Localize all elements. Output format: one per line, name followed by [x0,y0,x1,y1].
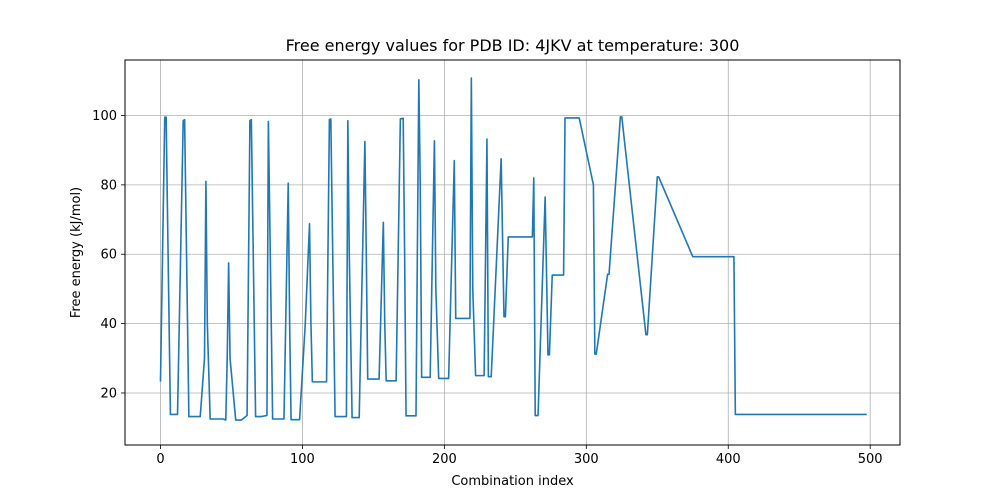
plot-frame [124,59,901,446]
chart-title: Free energy values for PDB ID: 4JKV at t… [286,36,740,55]
x-tick-label: 100 [290,452,315,467]
x-tick-label: 300 [574,452,599,467]
series-line [159,77,867,421]
x-tick-label: 0 [156,452,164,467]
y-tick-label: 80 [100,178,117,193]
series-layer [159,77,867,421]
grid [125,60,900,445]
y-tick-label: 100 [92,109,117,124]
x-tick-label: 500 [858,452,883,467]
y-axis-label: Free energy (kJ/mol) [69,187,84,318]
x-tick-label: 200 [432,452,457,467]
y-tick-label: 20 [100,386,117,401]
y-tick-label: 60 [100,248,117,263]
x-axis-label: Combination index [451,474,574,489]
x-tick-label: 400 [716,452,741,467]
tick-layer: 0 100 200 300 400 500 20 40 60 80 100 [92,109,882,467]
y-tick-label: 40 [100,317,117,332]
